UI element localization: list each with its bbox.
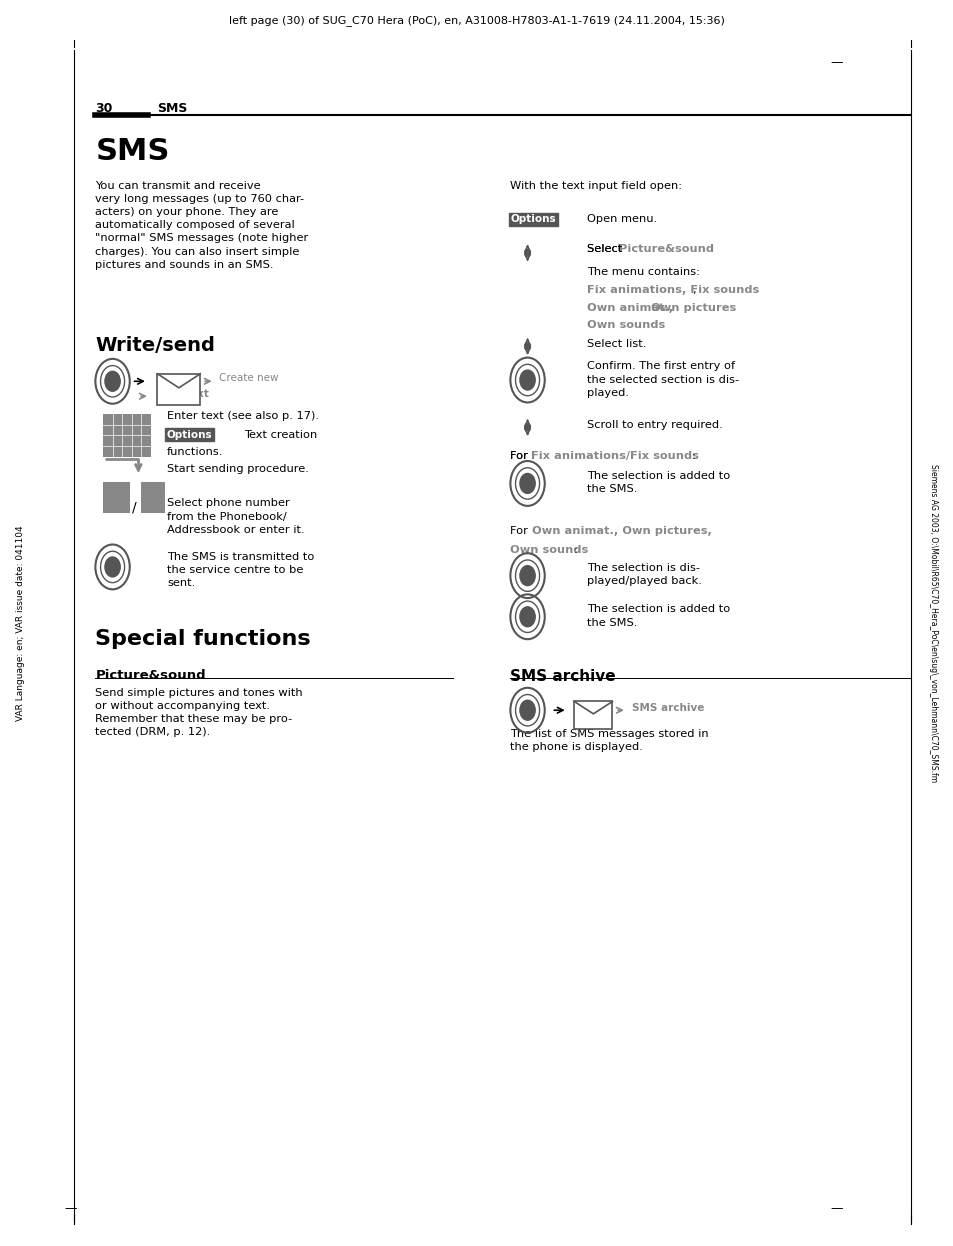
FancyBboxPatch shape	[103, 414, 151, 457]
Text: Fix animations: Fix animations	[586, 285, 680, 295]
Text: The list of SMS messages stored in
the phone is displayed.: The list of SMS messages stored in the p…	[510, 729, 708, 753]
Text: For: For	[510, 451, 532, 461]
Text: Select phone number
from the Phonebook/
Addressbook or enter it.: Select phone number from the Phonebook/ …	[167, 498, 304, 535]
Circle shape	[524, 249, 530, 257]
Text: With the text input field open:: With the text input field open:	[510, 181, 681, 191]
Circle shape	[524, 343, 530, 350]
Text: The selection is added to
the SMS.: The selection is added to the SMS.	[586, 604, 729, 628]
Text: —: —	[829, 1202, 841, 1215]
Circle shape	[105, 557, 120, 577]
Text: ,: ,	[691, 285, 695, 295]
Text: VAR Language: en; VAR issue date: 041104: VAR Language: en; VAR issue date: 041104	[16, 525, 26, 721]
Text: Options: Options	[510, 214, 556, 224]
Text: , Fix sounds: , Fix sounds	[681, 285, 759, 295]
Text: Select: Select	[586, 244, 625, 254]
Text: Select list.: Select list.	[586, 339, 645, 349]
Text: Open menu.: Open menu.	[586, 214, 657, 224]
Text: The selection is added to
the SMS.: The selection is added to the SMS.	[586, 471, 729, 495]
Text: left page (30) of SUG_C70 Hera (PoC), en, A31008-H7803-A1-1-7619 (24.11.2004, 15: left page (30) of SUG_C70 Hera (PoC), en…	[229, 15, 724, 26]
Text: Create new: Create new	[219, 373, 278, 383]
Text: Own sounds: Own sounds	[586, 320, 664, 330]
Circle shape	[519, 473, 535, 493]
Text: Options: Options	[167, 430, 213, 440]
Text: Confirm. The first entry of
the selected section is dis-
played.: Confirm. The first entry of the selected…	[586, 361, 738, 397]
Text: Fix animations/Fix sounds: Fix animations/Fix sounds	[531, 451, 699, 461]
Text: Write/send: Write/send	[95, 336, 215, 355]
Text: Siemens AG 2003, O:\Mobil\R65\C70_Hera_PoC\en\sug\_von_Lehmann\C70_SMS.fm: Siemens AG 2003, O:\Mobil\R65\C70_Hera_P…	[927, 464, 937, 782]
Text: functions.: functions.	[167, 447, 223, 457]
Text: 30: 30	[95, 102, 112, 115]
Text: —: —	[829, 56, 841, 69]
Text: Own animat.,: Own animat.,	[586, 303, 672, 313]
Text: /: /	[132, 501, 136, 515]
Circle shape	[105, 371, 120, 391]
Text: Scroll to entry required.: Scroll to entry required.	[586, 420, 721, 430]
Text: Enter text (see also p. 17).: Enter text (see also p. 17).	[167, 411, 318, 421]
FancyBboxPatch shape	[157, 374, 200, 405]
Text: Special functions: Special functions	[95, 629, 311, 649]
Text: Text creation: Text creation	[244, 430, 317, 440]
Circle shape	[519, 607, 535, 627]
Text: SMS archive: SMS archive	[510, 669, 616, 684]
Text: The selection is dis-
played/played back.: The selection is dis- played/played back…	[586, 563, 700, 587]
Text: SMS: SMS	[95, 137, 170, 166]
Text: m: m	[103, 498, 112, 512]
FancyBboxPatch shape	[574, 701, 612, 729]
Text: Select: Select	[586, 244, 625, 254]
FancyBboxPatch shape	[141, 482, 165, 513]
Text: —: —	[65, 1202, 77, 1215]
Text: The SMS is transmitted to
the service centre to be
sent.: The SMS is transmitted to the service ce…	[167, 552, 314, 588]
Text: SMS text: SMS text	[155, 389, 208, 399]
Circle shape	[524, 424, 530, 431]
Text: You can transmit and receive
very long messages (up to 760 char-
acters) on your: You can transmit and receive very long m…	[95, 181, 309, 270]
Text: For: For	[510, 451, 532, 461]
Circle shape	[519, 566, 535, 586]
Text: SMS: SMS	[157, 102, 188, 115]
Text: Own animat., Own pictures,: Own animat., Own pictures,	[532, 526, 712, 536]
Text: Own pictures: Own pictures	[646, 303, 736, 313]
Text: Picture&sound: Picture&sound	[95, 669, 206, 682]
Text: :: :	[573, 545, 577, 554]
FancyBboxPatch shape	[103, 482, 130, 513]
Text: Own sounds: Own sounds	[510, 545, 588, 554]
Text: Picture&sound: Picture&sound	[618, 244, 714, 254]
Text: For: For	[510, 526, 532, 536]
Circle shape	[519, 370, 535, 390]
Text: Start sending procedure.: Start sending procedure.	[167, 464, 309, 473]
Text: Send simple pictures and tones with
or without accompanying text.
Remember that : Send simple pictures and tones with or w…	[95, 688, 303, 738]
Circle shape	[519, 700, 535, 720]
Text: :: :	[691, 451, 695, 461]
Text: The menu contains:: The menu contains:	[586, 267, 699, 277]
Text: SMS archive: SMS archive	[631, 703, 703, 713]
